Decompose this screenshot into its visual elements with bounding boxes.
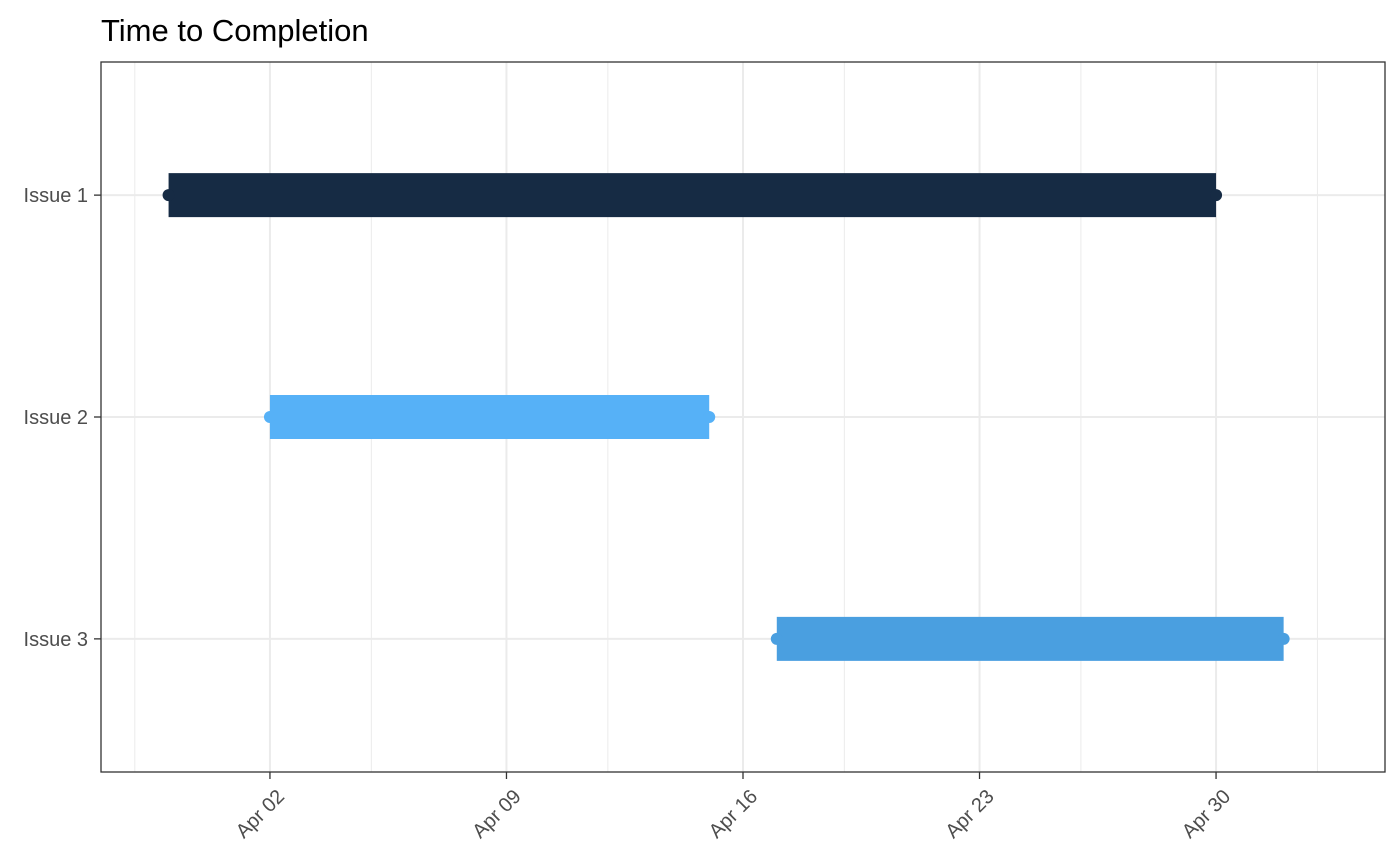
bars-layer [162, 173, 1290, 661]
y-tick-label-1: Issue 2 [24, 407, 88, 429]
bar-issue-2 [269, 395, 710, 439]
x-tick-label-2: Apr 16 [705, 786, 762, 843]
x-axis: Apr 02 Apr 09 Apr 16 Apr 23 Apr 30 [232, 772, 1235, 843]
x-tick-label-4: Apr 30 [1178, 786, 1235, 843]
bar-end-point-2 [1277, 632, 1290, 645]
y-axis: Issue 1 Issue 2 Issue 3 [24, 185, 101, 651]
x-tick-label-1: Apr 09 [468, 786, 525, 843]
bar-issue-3 [776, 616, 1284, 661]
chart-title: Time to Completion [101, 13, 369, 48]
y-tick-label-2: Issue 3 [24, 629, 88, 651]
bar-end-point-0 [1210, 189, 1223, 202]
x-tick-label-0: Apr 02 [232, 786, 289, 843]
bar-start-point-2 [770, 632, 783, 645]
bar-end-point-1 [703, 411, 716, 423]
bar-issue-1 [168, 173, 1217, 218]
bar-start-point-1 [263, 411, 276, 423]
y-tick-label-0: Issue 1 [24, 185, 88, 207]
bar-start-point-0 [162, 189, 175, 202]
x-tick-label-3: Apr 23 [941, 786, 998, 843]
